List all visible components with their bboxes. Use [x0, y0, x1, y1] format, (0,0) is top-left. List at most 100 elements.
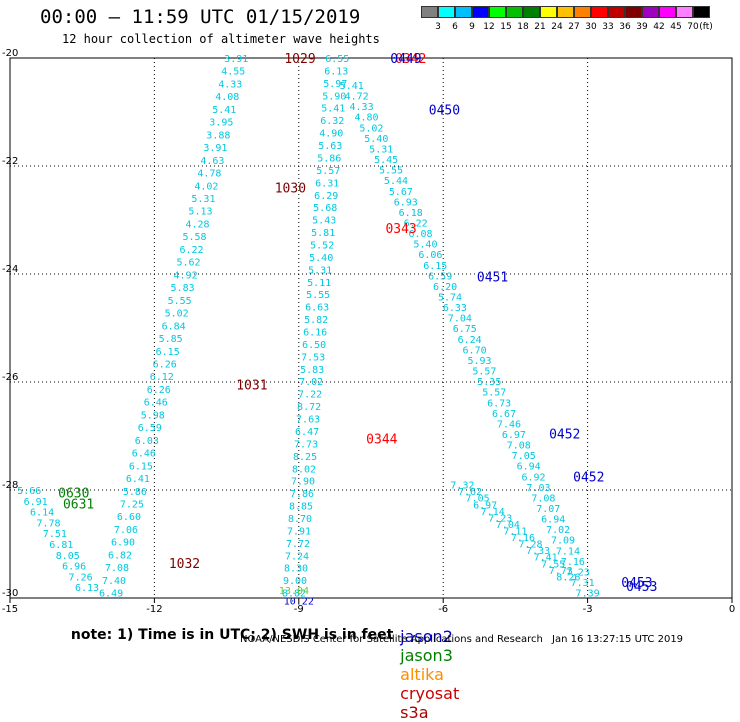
wave-height-point: 4.72 [345, 92, 369, 103]
color-scale-label: 3 [435, 22, 441, 32]
wave-height-point: 6.94 [517, 462, 541, 473]
color-swatch [421, 6, 438, 18]
wave-height-point: 5.13 [188, 207, 212, 218]
wave-height-point: 5.40 [309, 253, 333, 264]
color-scale-label: 21 [534, 22, 546, 32]
wave-height-point: 8.72 [297, 402, 321, 413]
wave-height-point: 6.49 [99, 589, 123, 600]
wave-height-point: 7.25 [120, 500, 144, 511]
wave-height-point: 5.41 [212, 105, 236, 116]
wave-height-point: 6.26 [147, 385, 171, 396]
wave-height-point: 6.26 [153, 359, 177, 370]
wave-height-point: 6.06 [418, 250, 442, 261]
wave-height-point: 6.15 [129, 461, 153, 472]
wave-height-point: 6.81 [49, 540, 73, 551]
wave-height-point: 5.55 [168, 296, 192, 307]
wave-height-point: 6.31 [315, 178, 339, 189]
pass-time-label: 0344 [366, 433, 397, 448]
wave-height-point: 5.83 [171, 283, 195, 294]
wave-height-point: 5.68 [313, 203, 337, 214]
wave-height-point: 6.90 [111, 538, 135, 549]
wave-height-point: 10.22 [284, 597, 314, 608]
wave-height-point: 5.57 [316, 166, 340, 177]
pass-time-label: 1031 [236, 379, 267, 394]
wave-height-point: 6.12 [150, 372, 174, 383]
wave-height-point: 7.32 [450, 481, 474, 492]
wave-height-point: 6.03 [135, 436, 159, 447]
x-tick-label: 0 [729, 604, 735, 615]
wave-height-point: 8.85 [289, 502, 313, 513]
wave-height-point: 5.43 [312, 216, 336, 227]
wave-height-point: 6.59 [138, 423, 162, 434]
wave-height-point: 4.90 [319, 129, 343, 140]
wave-height-point: 9.00 [283, 576, 307, 587]
color-scale-label: 42 [653, 22, 665, 32]
wave-height-point: 3.91 [224, 54, 248, 65]
wave-height-point: 6.41 [126, 474, 150, 485]
color-swatch [523, 6, 540, 18]
wave-height-point: 4.08 [215, 92, 239, 103]
wave-height-point: 6.97 [473, 500, 497, 511]
legend-s3a: s3a [400, 703, 429, 722]
credit-line: NOAA/NESDIS Center for Satellite Applica… [240, 634, 543, 645]
color-swatch [591, 6, 608, 18]
color-scale-label: 24 [551, 22, 563, 32]
legend-jason3: jason3 [400, 646, 453, 665]
wave-height-point: 5.67 [389, 187, 413, 198]
wave-height-point: 7.40 [102, 576, 126, 587]
wave-height-point: 5.83 [300, 365, 324, 376]
wave-height-point: 3.88 [206, 130, 230, 141]
wave-height-point: 7.02 [299, 377, 323, 388]
wave-height-point: 5.41 [340, 81, 364, 92]
wave-height-point: 8.82 [282, 589, 306, 600]
wave-height-point: 5.40 [413, 240, 437, 251]
wave-height-point: 5.86 [123, 487, 147, 498]
wave-height-point: 8.05 [56, 551, 80, 562]
wave-height-point: 6.46 [144, 398, 168, 409]
wave-height-point: 6.67 [492, 409, 516, 420]
legend-altika: altika [400, 665, 444, 684]
wave-height-point: 7.78 [36, 518, 60, 529]
wave-height-point: 5.31 [191, 194, 215, 205]
note-text: note: 1) Time is in UTC; 2) SWH is in fe… [70, 627, 394, 643]
color-scale-label: 15 [500, 22, 512, 32]
chart-title: 00:00 – 11:59 UTC 01/15/2019 [40, 6, 361, 28]
color-swatch [642, 6, 659, 18]
x-tick-label: -3 [583, 604, 593, 615]
wave-height-point: 7.63 [296, 415, 320, 426]
color-swatch [557, 6, 574, 18]
wave-height-point: 6.63 [305, 303, 329, 314]
x-tick-label: -12 [146, 604, 162, 615]
wave-height-point: 6.73 [487, 398, 511, 409]
wave-height-point: 4.28 [185, 219, 209, 230]
x-tick-label: -15 [2, 604, 18, 615]
pass-time-label: 0451 [477, 271, 508, 286]
wave-height-point: 7.24 [285, 551, 309, 562]
wave-height-point: 5.63 [318, 141, 342, 152]
wave-height-point: 6.70 [463, 345, 487, 356]
wave-height-point: 6.50 [302, 340, 326, 351]
pass-time-label: 0453 [626, 580, 657, 595]
color-scale-label: 12 [483, 22, 495, 32]
color-swatch [574, 6, 591, 18]
wave-height-point: 8.26 [556, 572, 580, 583]
chart-subtitle: 12 hour collection of altimeter wave hei… [62, 32, 380, 46]
legend-cryosat: cryosat [400, 684, 460, 703]
wave-height-point: 5.44 [384, 176, 408, 187]
color-swatch [659, 6, 676, 18]
wave-height-point: 7.16 [511, 533, 535, 544]
wave-height-point: 5.62 [177, 258, 201, 269]
wave-height-point: 4.33 [350, 102, 374, 113]
generated-timestamp: Jan 16 13:27:15 UTC 2019 [552, 634, 684, 645]
wave-height-point: 8.25 [293, 452, 317, 463]
wave-height-point: 7.16 [561, 557, 585, 568]
color-swatch [438, 6, 455, 18]
wave-height-point: 6.82 [108, 550, 132, 561]
wave-height-point: 7.08 [507, 441, 531, 452]
color-scale-label: 70 [687, 22, 699, 32]
wave-height-point: 6.29 [314, 191, 338, 202]
wave-height-point: 5.90 [322, 91, 346, 102]
wave-height-point: 8.02 [292, 464, 316, 475]
wave-height-point: 4.55 [221, 67, 245, 78]
wave-height-point: 7.55 [541, 559, 565, 570]
